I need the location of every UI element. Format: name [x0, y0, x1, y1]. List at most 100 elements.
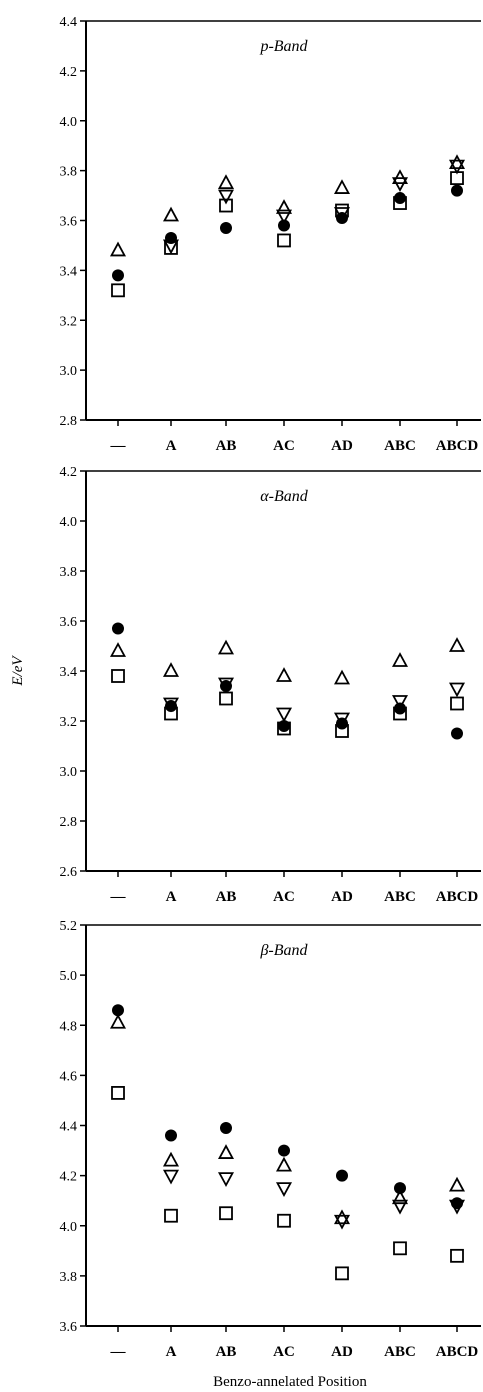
triangle-down-marker-p1-s3-c3: [217, 189, 235, 205]
y-tick-label: 4.8: [60, 1019, 78, 1034]
x-tick-label: ABC: [384, 889, 416, 905]
triangle-up-marker-p3-s2-c7: [448, 1176, 466, 1192]
filled-circle-marker-p3-s1-c3: [220, 1122, 232, 1135]
y-tick-label: 2.6: [60, 865, 78, 880]
y-tick-label: 3.0: [60, 364, 78, 379]
y-tick-label: 4.0: [60, 515, 78, 530]
triangle-up-marker-p2-s2-c4: [275, 667, 293, 682]
y-tick-label: 4.6: [60, 1069, 78, 1084]
x-tick-label: A: [166, 889, 177, 905]
triangle-up-marker-p2-s2-c7: [448, 637, 466, 652]
x-tick-label: —: [110, 1344, 127, 1360]
triangle-down-marker-p3-s3-c7: [448, 1199, 466, 1215]
x-tick-label: A: [166, 1344, 177, 1360]
square-marker-p2-s4-c2: [164, 706, 178, 721]
triangle-up-marker-p1-s2-c5: [333, 179, 351, 194]
triangle-down-marker-p3-s3-c4: [275, 1182, 293, 1198]
x-tick-label: AD: [331, 438, 353, 454]
triangle-up-marker-p1-s2-c4: [275, 199, 293, 214]
filled-circle-marker-p1-s1-c3: [220, 221, 232, 234]
square-marker-p3-s4-c3: [219, 1206, 233, 1221]
filled-circle-marker-p2-s1-c2: [165, 700, 177, 712]
y-tick-label: 3.2: [60, 314, 78, 329]
y-tick-label: 3.6: [60, 615, 78, 630]
filled-circle-marker-p3-s1-c4: [278, 1144, 290, 1157]
triangle-up-marker-p3-s2-c4: [275, 1156, 293, 1172]
x-tick-label: AD: [331, 1344, 353, 1360]
filled-circle-marker-p1-s1-c1: [112, 269, 124, 282]
square-marker-p3-s4-c4: [277, 1213, 291, 1228]
filled-circle-marker-p1-s1-c6: [394, 192, 406, 205]
filled-circle-marker-p1-s1-c4: [278, 219, 290, 232]
y-tick-label: 3.0: [60, 765, 78, 780]
y-tick-label: 3.8: [60, 1270, 78, 1285]
panel-2: 2.6 2.8 3.0 3.2 3.4 3.6 3.8 4.0 4.2 — A AB AC AD ABC AB…: [10, 465, 481, 905]
triangle-down-marker-p3-s3-c2: [162, 1169, 180, 1185]
y-tick-label: 3.8: [60, 565, 78, 580]
triangle-down-marker-p2-s3-c7: [448, 682, 466, 698]
x-axis-label: Benzo-annelated Position: [213, 1374, 367, 1390]
y-tick-label: 3.4: [60, 665, 78, 680]
x-tick-label: —: [110, 438, 127, 454]
panel-title: β-Band: [259, 942, 308, 959]
triangle-up-marker-p2-s2-c6: [391, 652, 409, 667]
square-marker-p1-s4-c2: [164, 241, 178, 255]
square-marker-p2-s4-c6: [393, 706, 407, 721]
triangle-down-marker-p2-s3-c2: [162, 697, 180, 713]
filled-circle-marker-p3-s1-c2: [165, 1129, 177, 1142]
square-marker-p3-s4-c5: [335, 1266, 349, 1281]
panel-1: 2.8 3.0 3.2 3.4 3.6 3.8 4.0 4.2 4.4 — A AB AC AD ABC AB…: [60, 15, 481, 454]
x-tick-label: ABCD: [436, 438, 479, 454]
square-marker-p1-s4-c6: [393, 196, 407, 210]
y-tick-label: 2.8: [60, 815, 78, 830]
triangle-up-marker-p2-s2-c3: [217, 639, 235, 655]
filled-circle-marker-p2-s1-c1: [112, 622, 124, 635]
square-marker-p3-s4-c6: [393, 1241, 407, 1256]
triangle-up-marker-p3-s2-c1: [109, 1013, 127, 1029]
triangle-down-marker-p2-s3-c6: [391, 695, 409, 710]
y-tick-label: 5.0: [60, 969, 78, 984]
triangle-up-marker-p1-s2-c1: [109, 241, 127, 257]
triangle-up-marker-p3-s2-c3: [217, 1144, 235, 1159]
triangle-up-marker-p3-s2-c2: [162, 1151, 180, 1167]
x-tick-label: A: [166, 438, 177, 454]
y-tick-label: 2.8: [60, 414, 78, 429]
triangle-up-marker-p2-s2-c5: [333, 669, 351, 685]
x-tick-label: ABCD: [436, 889, 479, 905]
y-tick-label: 4.2: [60, 1170, 78, 1185]
square-marker-p2-s4-c7: [450, 696, 464, 711]
y-tick-label: 4.4: [60, 1120, 78, 1135]
x-tick-label: ABC: [384, 438, 416, 454]
square-marker-p1-s4-c1: [111, 283, 125, 298]
triangle-down-marker-p1-s3-c4: [275, 209, 293, 225]
square-marker-p2-s4-c3: [219, 691, 233, 706]
y-tick-label: 4.0: [60, 1220, 78, 1235]
triangle-down-marker-p2-s3-c3: [217, 677, 235, 693]
x-tick-label: AB: [216, 1344, 237, 1360]
triangle-up-marker-p2-s2-c1: [109, 642, 127, 657]
triangle-down-marker-p3-s3-c3: [217, 1172, 235, 1188]
triangle-down-marker-p1-s3-c2: [162, 239, 180, 255]
triangle-down-marker-p1-s3-c6: [391, 177, 409, 192]
triangle-down-marker-p1-s3-c7: [448, 159, 466, 175]
y-tick-label: 3.2: [60, 715, 78, 730]
triangle-down-marker-p3-s3-c5: [333, 1214, 351, 1230]
square-marker-p1-s4-c5: [335, 203, 349, 218]
panel-title: α-Band: [260, 488, 309, 505]
filled-circle-marker-p2-s1-c3: [220, 680, 232, 692]
square-marker-p2-s4-c1: [111, 669, 125, 683]
y-tick-label: 3.8: [60, 165, 78, 180]
square-marker-p1-s4-c3: [219, 198, 233, 213]
triangle-up-marker-p2-s2-c2: [162, 662, 180, 677]
filled-circle-marker-p3-s1-c1: [112, 1004, 124, 1017]
panel-title: p-Band: [259, 38, 308, 55]
y-tick-label: 4.4: [60, 15, 78, 30]
filled-circle-marker-p3-s1-c6: [394, 1182, 406, 1195]
square-marker-p2-s4-c5: [335, 724, 349, 738]
y-axis-label: E/eV: [10, 655, 26, 687]
y-tick-label: 4.2: [60, 465, 78, 480]
triangle-down-marker-p3-s3-c6: [391, 1199, 409, 1215]
square-marker-p3-s4-c1: [111, 1086, 125, 1100]
x-tick-label: —: [110, 889, 127, 905]
